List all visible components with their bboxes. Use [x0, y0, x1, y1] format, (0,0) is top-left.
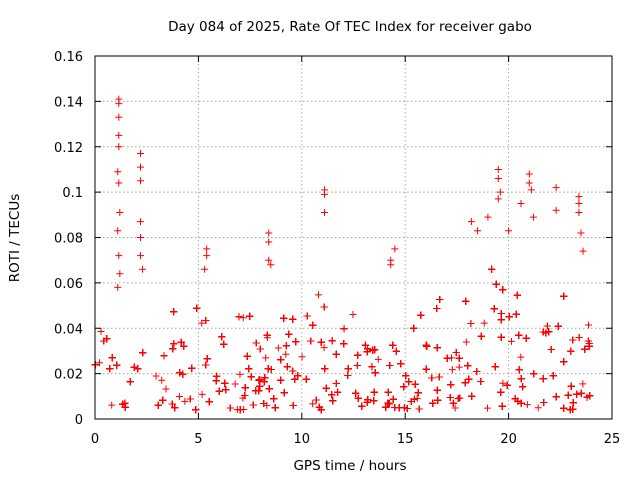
data-point — [499, 379, 507, 387]
data-point — [579, 380, 587, 388]
data-point — [349, 311, 357, 319]
grid — [95, 56, 612, 419]
data-point — [282, 350, 290, 358]
data-point — [231, 380, 239, 388]
data-point — [162, 385, 170, 393]
data-point — [320, 344, 328, 352]
data-point — [314, 291, 322, 299]
data-point — [483, 404, 491, 412]
data-point — [274, 344, 282, 352]
data-point — [152, 372, 160, 380]
data-point — [448, 366, 456, 374]
data-point — [198, 390, 206, 398]
data-point — [455, 363, 463, 371]
data-point — [534, 404, 542, 412]
data-point — [298, 353, 306, 361]
data-point — [517, 353, 525, 361]
data-point — [108, 401, 116, 409]
data-point — [262, 354, 270, 362]
data-point — [309, 400, 317, 408]
data-point — [480, 319, 488, 327]
data-point — [462, 338, 470, 346]
chart-title: Day 084 of 2025, Rate Of TEC Index for r… — [168, 19, 532, 35]
data-point — [374, 355, 382, 363]
data-point — [523, 401, 531, 409]
data-point — [236, 370, 244, 378]
data-point — [175, 392, 183, 400]
data-point — [239, 314, 247, 322]
data-point — [181, 397, 189, 405]
data-point — [158, 376, 166, 384]
data-point — [451, 404, 459, 412]
data-points — [91, 95, 594, 414]
data-point — [96, 359, 104, 367]
data-point — [508, 337, 516, 345]
data-point — [198, 319, 206, 327]
data-point — [97, 327, 105, 335]
